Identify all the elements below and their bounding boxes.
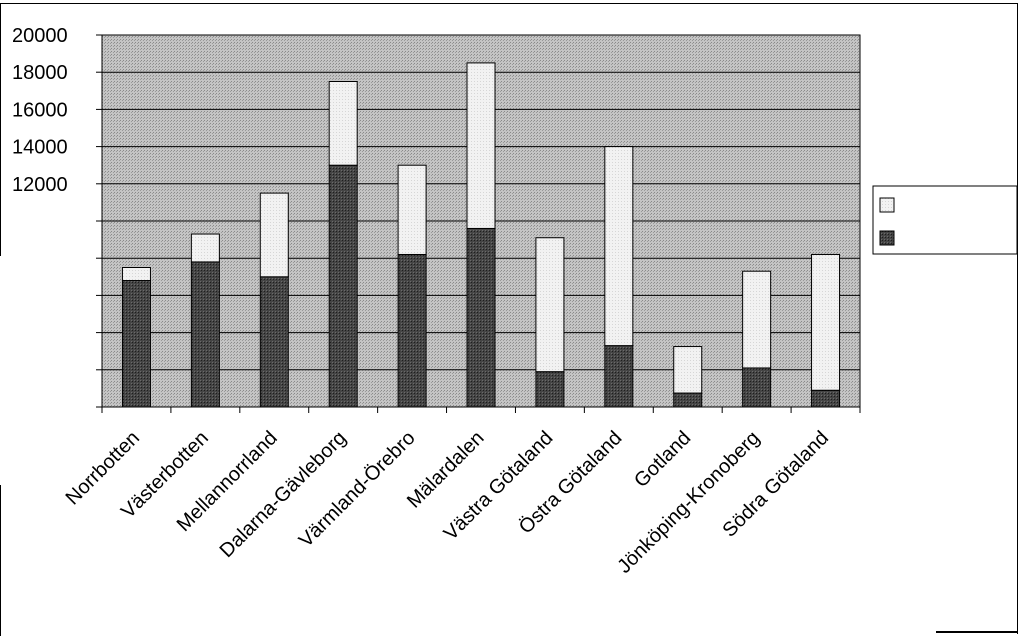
bar-segment <box>190 261 220 408</box>
frame-edge <box>0 3 1 256</box>
bar-segment <box>535 371 565 408</box>
bar-segment <box>466 62 496 229</box>
bar-segment <box>604 345 634 408</box>
legend <box>872 185 1018 255</box>
bar-segment <box>535 237 565 373</box>
bar-segment <box>190 233 220 263</box>
bar-segment <box>397 253 427 408</box>
bar-segment <box>742 270 772 369</box>
bar-segment <box>328 81 358 166</box>
bar-segment <box>811 389 841 408</box>
y-tick-label: 16000 <box>12 99 68 121</box>
legend-swatch <box>879 197 895 213</box>
bars <box>121 62 841 408</box>
bar-segment <box>742 367 772 408</box>
bar-segment <box>673 392 703 408</box>
x-tick-label: Dalarna-Gävleborg <box>216 427 351 562</box>
legend-box <box>872 185 1018 255</box>
y-tick-label: 18000 <box>12 62 68 84</box>
frame-edge <box>936 631 1018 633</box>
x-axis: NorrbottenVästerbottenMellannorrlandDala… <box>62 407 861 578</box>
bar-segment <box>466 227 496 408</box>
bar-segment <box>259 276 289 408</box>
y-tick-label: 20000 <box>12 25 68 47</box>
x-tick-label: Gotland <box>630 427 695 492</box>
y-tick-label: 14000 <box>12 137 68 159</box>
frame-edge <box>0 485 1 636</box>
bar-segment <box>121 280 151 408</box>
bar-segment <box>811 253 841 391</box>
bar-segment <box>397 164 427 255</box>
bar-segment <box>328 164 358 408</box>
bar-segment <box>673 346 703 394</box>
bar-segment <box>259 192 289 278</box>
legend-swatch <box>879 230 895 246</box>
y-axis: 12000 14000 16000 18000 20000 <box>12 25 102 408</box>
x-tick-label: Värmland-Örebro <box>295 427 420 552</box>
y-tick-label: 12000 <box>12 174 68 196</box>
bar-segment <box>121 267 151 282</box>
bar-segment <box>604 146 634 347</box>
